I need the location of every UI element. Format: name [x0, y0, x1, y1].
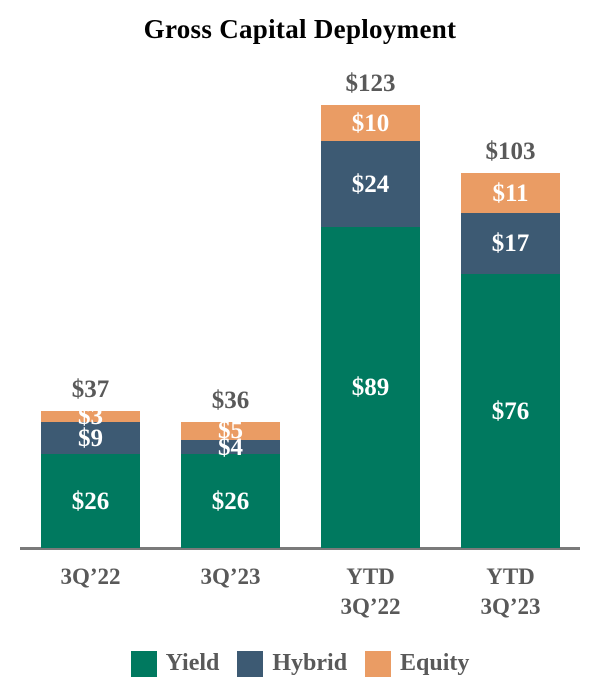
bar-total-label: $37 [71, 376, 110, 404]
legend: Yield Hybrid Equity [0, 650, 600, 677]
legend-item-hybrid: Hybrid [237, 650, 347, 677]
segment-value-label: $17 [491, 230, 530, 258]
bar-segment-yield: $89 [321, 227, 420, 548]
segment-value-label: $76 [491, 397, 530, 425]
legend-item-equity: Equity [365, 650, 469, 677]
bar-total-label: $123 [345, 70, 396, 97]
bar-segment-equity: $3 [41, 404, 140, 429]
legend-label-hybrid: Hybrid [272, 650, 348, 676]
bar-segment-yield: $76 [461, 274, 560, 548]
bar-segment-hybrid: $24 [321, 141, 420, 228]
bar-segment-yield: $26 [181, 454, 280, 548]
legend-swatch-equity [365, 650, 392, 677]
segment-value-label: $26 [211, 487, 250, 515]
bar: $26 $9 $3 [41, 404, 140, 548]
bar-segment-hybrid: $17 [461, 213, 560, 275]
legend-label-yield: Yield [165, 650, 220, 676]
bar-segment-hybrid: $4 [181, 435, 280, 460]
legend-item-yield: Yield [130, 650, 220, 677]
bar-segment-equity: $11 [461, 173, 560, 214]
bar: $89 $24 $10 [321, 105, 420, 548]
segment-value-label: $5 [218, 417, 243, 445]
segment-value-label: $10 [351, 109, 390, 137]
category-label: 3Q’23 [200, 564, 261, 589]
chart-title: Gross Capital Deployment [143, 14, 457, 44]
legend-swatch-yield [130, 650, 157, 677]
category-label: YTD 3Q’22 [340, 564, 401, 619]
segment-value-label: $9 [78, 424, 103, 452]
legend-swatch-hybrid [237, 650, 264, 677]
segment-value-label: $11 [492, 179, 529, 207]
segment-value-label: $4 [218, 433, 243, 461]
segment-value-label: $24 [351, 170, 390, 198]
segment-value-label: $3 [78, 403, 103, 431]
bar-segment-hybrid: $9 [41, 421, 140, 455]
legend-label-equity: Equity [400, 650, 470, 676]
segment-value-label: $89 [351, 374, 390, 402]
bar-segment-equity: $5 [181, 418, 280, 443]
segment-value-label: $26 [71, 487, 110, 515]
bar-segment-yield: $26 [41, 454, 140, 548]
bar: $76 $17 $11 [461, 173, 560, 548]
category-label: YTD 3Q’23 [480, 564, 541, 619]
x-axis-line [20, 547, 580, 550]
category-label: 3Q’22 [60, 564, 121, 589]
bar-segment-equity: $10 [321, 105, 420, 142]
bar-total-label: $36 [211, 386, 250, 414]
bar-total-label: $103 [485, 138, 536, 166]
bar: $26 $4 $5 [181, 418, 280, 548]
